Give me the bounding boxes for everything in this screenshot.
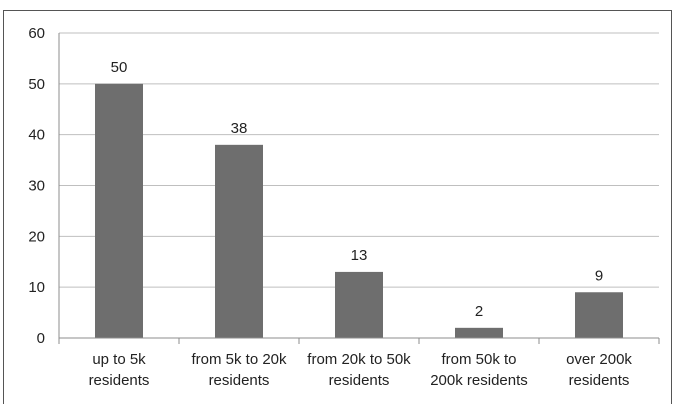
category-label: residents: [329, 372, 390, 389]
y-tick-label: 0: [37, 330, 45, 347]
axis-layer: [58, 33, 660, 344]
category-label: over 200k: [566, 351, 632, 368]
category-label: residents: [89, 372, 150, 389]
y-tick-label: 60: [28, 25, 45, 42]
category-label: from 50k to: [441, 351, 516, 368]
category-label: 200k residents: [430, 372, 528, 389]
bar-5: [575, 292, 623, 338]
y-tick-label: 10: [28, 279, 45, 296]
data-label-2: 38: [231, 120, 248, 137]
category-label: residents: [209, 372, 270, 389]
bar-2: [215, 144, 263, 338]
data-label-3: 13: [351, 247, 368, 264]
y-tick-label: 20: [28, 228, 45, 245]
bar-1: [95, 83, 143, 338]
data-label-5: 9: [595, 267, 603, 284]
y-tick-label: 30: [28, 178, 45, 195]
data-label-4: 2: [475, 303, 483, 320]
category-label: from 20k to 50k: [307, 351, 411, 368]
category-label: residents: [569, 372, 630, 389]
data-label-1: 50: [111, 59, 128, 76]
bar-4: [455, 327, 503, 338]
bar-layer: [95, 83, 623, 338]
y-tick-label: 50: [28, 76, 45, 93]
label-layer: 0 10 20 30 40 50 60 50 up to 5k residents 38 from 5…: [28, 25, 632, 389]
category-label: from 5k to 20k: [191, 351, 287, 368]
y-tick-label: 40: [28, 127, 45, 144]
bar-3: [335, 271, 383, 338]
category-label: up to 5k: [92, 351, 146, 368]
